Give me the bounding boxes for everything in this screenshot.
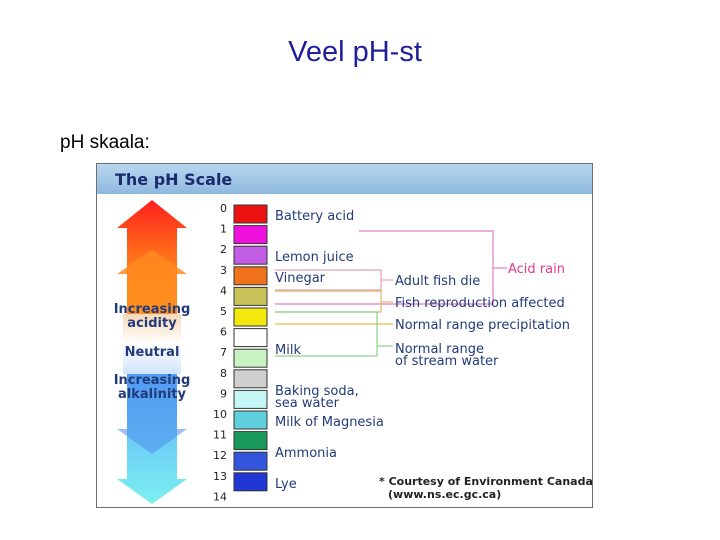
neutral-zone xyxy=(123,314,181,374)
ph-number-7: 7 xyxy=(220,346,227,359)
acid-rain-bracket xyxy=(275,230,507,305)
ph-number-1: 1 xyxy=(220,223,227,236)
ph-swatch-5 xyxy=(233,307,268,327)
ph-scale-graphic: The pH Scale Increasing acidity Neutral … xyxy=(97,164,593,504)
ph-swatch-4 xyxy=(233,286,268,306)
credit-line-1: * Courtesy of Environment Canada xyxy=(379,475,593,488)
ph-swatch-7 xyxy=(233,348,268,368)
color-swatch-column xyxy=(233,204,268,492)
ph-swatch-11 xyxy=(233,431,268,451)
increasing-acidity-label-2: acidity xyxy=(127,316,177,331)
credit-line-2: (www.ns.ec.gc.ca) xyxy=(388,488,501,501)
figure-header: The pH Scale xyxy=(115,170,232,189)
stream-range-label-2: of stream water xyxy=(395,354,499,369)
substance-label-8: Lye xyxy=(275,477,297,492)
ph-swatch-10 xyxy=(233,410,268,430)
adult-fish-connector xyxy=(275,269,393,291)
substance-label-3: Milk xyxy=(275,343,301,358)
ph-number-4: 4 xyxy=(220,284,227,297)
increasing-acidity-label-1: Increasing xyxy=(114,302,191,317)
ph-number-13: 13 xyxy=(213,470,227,483)
ph-number-2: 2 xyxy=(220,243,227,256)
neutral-label: Neutral xyxy=(125,345,180,360)
slide-title: Veel pH-st xyxy=(288,36,422,68)
header-band xyxy=(97,164,592,194)
increasing-alkalinity-label-1: Increasing xyxy=(114,373,191,388)
bullet-text: pH skaala: xyxy=(60,132,150,153)
substance-label-6: Milk of Magnesia xyxy=(275,415,384,430)
ph-number-12: 12 xyxy=(213,449,227,462)
substance-label-4: Baking soda, xyxy=(275,384,359,399)
ph-number-14: 14 xyxy=(213,490,227,503)
ph-scale-figure: The pH Scale Increasing acidity Neutral … xyxy=(96,163,593,508)
substance-label-7: Ammonia xyxy=(275,446,337,461)
substance-label-1: Lemon juice xyxy=(275,250,354,265)
acid-arrow-second xyxy=(117,250,187,314)
substance-label-5: sea water xyxy=(275,396,340,411)
stream-range-label-1: Normal range xyxy=(395,342,484,357)
ph-swatch-3 xyxy=(233,266,268,286)
acid-rain-label: Acid rain xyxy=(508,262,565,277)
ph-swatch-6 xyxy=(233,328,268,348)
adult-fish-die-label: Adult fish die xyxy=(395,274,480,289)
ph-number-3: 3 xyxy=(220,264,227,277)
substance-label-0: Battery acid xyxy=(275,209,354,224)
ph-number-0: 0 xyxy=(220,202,227,215)
ph-number-9: 9 xyxy=(220,387,227,400)
ph-number-6: 6 xyxy=(220,326,227,339)
substance-labels: Battery acid Lemon juice Vinegar Milk Baking… xyxy=(275,209,384,492)
stream-water-connector xyxy=(275,311,393,357)
precipitation-range-label: Normal range precipitation xyxy=(395,318,570,333)
ph-swatch-12 xyxy=(233,451,268,471)
ph-swatch-2 xyxy=(233,245,268,265)
ph-swatch-13 xyxy=(233,472,268,492)
fish-repro-connector xyxy=(275,290,393,313)
alkaline-arrow-inner xyxy=(117,374,187,454)
ph-number-8: 8 xyxy=(220,367,227,380)
ph-swatch-9 xyxy=(233,389,268,409)
ph-swatch-1 xyxy=(233,225,268,245)
ph-number-10: 10 xyxy=(213,408,227,421)
ph-number-5: 5 xyxy=(220,305,227,318)
increasing-alkalinity-label-2: alkalinity xyxy=(118,387,186,402)
substance-label-2: Vinegar xyxy=(275,271,326,286)
ph-swatch-0 xyxy=(233,204,268,224)
ph-number-11: 11 xyxy=(213,429,227,442)
fish-reproduction-label: Fish reproduction affected xyxy=(395,296,565,311)
ph-swatch-8 xyxy=(233,369,268,389)
